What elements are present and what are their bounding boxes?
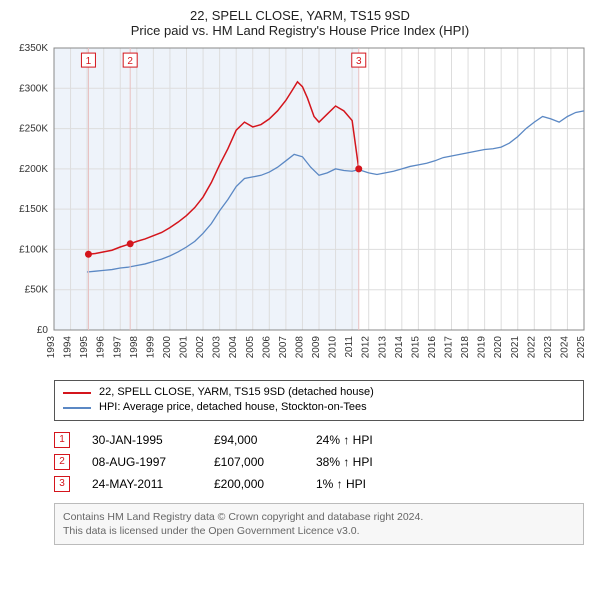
svg-text:2018: 2018: [460, 336, 471, 359]
legend-label: HPI: Average price, detached house, Stoc…: [99, 400, 367, 415]
svg-text:£50K: £50K: [25, 285, 49, 296]
svg-text:2006: 2006: [261, 336, 272, 359]
legend-label: 22, SPELL CLOSE, YARM, TS15 9SD (detache…: [99, 385, 374, 400]
title-subtitle: Price paid vs. HM Land Registry's House …: [10, 23, 590, 38]
legend-item: HPI: Average price, detached house, Stoc…: [63, 400, 575, 415]
legend-swatch: [63, 392, 91, 394]
svg-text:1996: 1996: [96, 336, 107, 359]
svg-text:2025: 2025: [576, 336, 587, 359]
svg-text:2014: 2014: [394, 336, 405, 359]
svg-text:2008: 2008: [294, 336, 305, 359]
svg-text:2003: 2003: [212, 336, 223, 359]
transaction-price: £94,000: [214, 433, 294, 447]
svg-text:1998: 1998: [129, 336, 140, 359]
attribution-line: Contains HM Land Registry data © Crown c…: [63, 510, 575, 524]
transaction-marker: 3: [54, 476, 70, 492]
svg-text:£200K: £200K: [19, 164, 48, 175]
svg-text:2010: 2010: [328, 336, 339, 359]
legend-swatch: [63, 407, 91, 409]
svg-text:1993: 1993: [46, 336, 57, 359]
svg-text:1995: 1995: [79, 336, 90, 359]
transaction-table: 1 30-JAN-1995 £94,000 24% ↑ HPI 2 08-AUG-1997…: [54, 429, 584, 495]
attribution-line: This data is licensed under the Open Gov…: [63, 524, 575, 538]
svg-text:1999: 1999: [145, 336, 156, 359]
transaction-delta: 38% ↑ HPI: [316, 455, 584, 469]
svg-text:1994: 1994: [63, 336, 74, 359]
svg-text:2005: 2005: [245, 336, 256, 359]
title-address: 22, SPELL CLOSE, YARM, TS15 9SD: [10, 8, 590, 23]
transaction-marker: 1: [54, 432, 70, 448]
transaction-row: 1 30-JAN-1995 £94,000 24% ↑ HPI: [54, 429, 584, 451]
price-chart: £0 £50K £100K £150K £200K £250K £300K £350K 1993…: [10, 42, 590, 372]
transaction-delta: 24% ↑ HPI: [316, 433, 584, 447]
svg-text:2022: 2022: [526, 336, 537, 359]
svg-text:2011: 2011: [344, 336, 355, 358]
transaction-row: 3 24-MAY-2011 £200,000 1% ↑ HPI: [54, 473, 584, 495]
svg-text:2009: 2009: [311, 336, 322, 359]
svg-text:1997: 1997: [112, 336, 123, 359]
legend-item: 22, SPELL CLOSE, YARM, TS15 9SD (detache…: [63, 385, 575, 400]
svg-text:2023: 2023: [543, 336, 554, 359]
transaction-date: 24-MAY-2011: [92, 477, 192, 491]
transaction-date: 30-JAN-1995: [92, 433, 192, 447]
svg-text:£250K: £250K: [19, 124, 48, 135]
svg-text:£350K: £350K: [19, 43, 48, 54]
svg-text:1: 1: [86, 56, 92, 67]
svg-text:3: 3: [356, 56, 362, 67]
svg-text:2015: 2015: [410, 336, 421, 359]
transaction-price: £107,000: [214, 455, 294, 469]
svg-text:2012: 2012: [361, 336, 372, 359]
svg-text:2013: 2013: [377, 336, 388, 359]
transaction-marker: 2: [54, 454, 70, 470]
svg-text:£100K: £100K: [19, 244, 48, 255]
svg-text:2000: 2000: [162, 336, 173, 359]
svg-text:2024: 2024: [559, 336, 570, 359]
svg-text:2004: 2004: [228, 336, 239, 359]
transaction-price: £200,000: [214, 477, 294, 491]
svg-text:2017: 2017: [444, 336, 455, 359]
chart-area: £0 £50K £100K £150K £200K £250K £300K £350K 1993…: [10, 42, 590, 372]
transaction-row: 2 08-AUG-1997 £107,000 38% ↑ HPI: [54, 451, 584, 473]
svg-text:2002: 2002: [195, 336, 206, 359]
svg-text:2007: 2007: [278, 336, 289, 359]
svg-text:2020: 2020: [493, 336, 504, 359]
attribution-box: Contains HM Land Registry data © Crown c…: [54, 503, 584, 545]
svg-text:2: 2: [127, 56, 133, 67]
svg-text:2021: 2021: [510, 336, 521, 359]
svg-text:2019: 2019: [477, 336, 488, 359]
svg-text:£300K: £300K: [19, 83, 48, 94]
transaction-delta: 1% ↑ HPI: [316, 477, 584, 491]
svg-text:2001: 2001: [179, 336, 190, 359]
svg-text:£150K: £150K: [19, 204, 48, 215]
transaction-date: 08-AUG-1997: [92, 455, 192, 469]
legend: 22, SPELL CLOSE, YARM, TS15 9SD (detache…: [54, 380, 584, 421]
svg-text:£0: £0: [37, 325, 49, 336]
svg-text:2016: 2016: [427, 336, 438, 359]
